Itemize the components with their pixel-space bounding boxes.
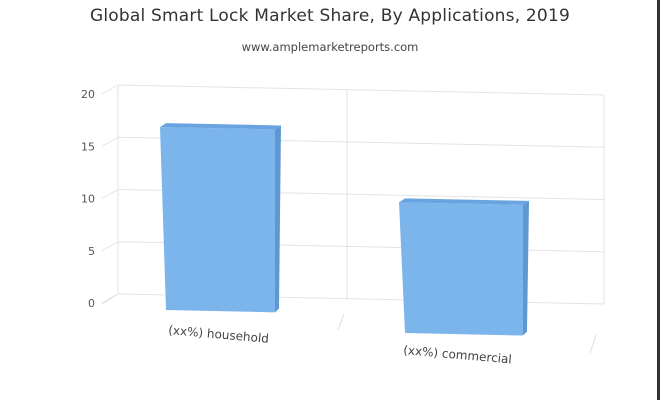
side-gridline-20 [101,84,119,95]
bar-household [160,123,281,313]
bar-front-face [160,127,275,313]
chart-source: www.amplemarketreports.com [241,40,419,54]
bar-side-face [275,125,281,313]
x-tick-label-0: (xx%) household [168,323,270,346]
side-gridline-15 [101,136,119,147]
bars [160,123,529,336]
y-tick-label-10: 10 [81,193,95,206]
x-tick-label-1: (xx%) commercial [403,343,513,366]
chart-title: Global Smart Lock Market Share, By Appli… [90,6,570,26]
bar-commercial [399,198,529,336]
y-tick-label-5: 5 [88,245,95,258]
gridline-20 [117,84,605,96]
y-tick-label-15: 15 [81,140,95,153]
floor-left-edge [101,293,119,305]
y-tick-label-0: 0 [88,297,95,310]
right-edge-strip [657,0,660,400]
bar-side-face [523,200,529,336]
floor-mid-tick [337,313,345,331]
bar-top-face [399,198,529,205]
floor-right-tick [589,334,597,354]
y-tick-label-20: 20 [81,88,95,101]
side-gridline-5 [101,241,119,252]
bar-front-face [399,202,523,336]
y-axis: 0 5 10 15 20 [81,88,95,310]
side-gridline-10 [101,189,119,199]
bar-top-face [160,123,281,130]
